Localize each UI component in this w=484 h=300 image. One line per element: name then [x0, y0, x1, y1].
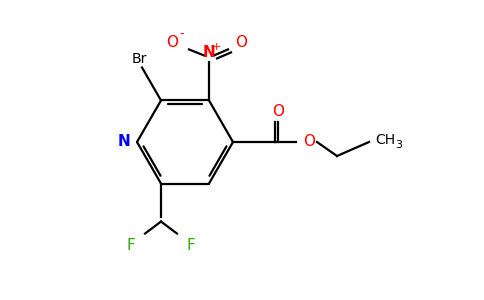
Text: Br: Br: [131, 52, 147, 65]
Text: -: -: [180, 27, 184, 40]
Text: O: O: [303, 134, 315, 149]
Text: N: N: [117, 134, 130, 149]
Text: CH: CH: [375, 133, 395, 147]
Text: O: O: [272, 104, 284, 119]
Text: F: F: [187, 238, 196, 253]
Text: O: O: [166, 35, 178, 50]
Text: 3: 3: [395, 140, 402, 150]
Text: +: +: [212, 42, 221, 52]
Text: O: O: [235, 35, 247, 50]
Text: N: N: [203, 45, 215, 60]
Text: F: F: [127, 238, 136, 253]
